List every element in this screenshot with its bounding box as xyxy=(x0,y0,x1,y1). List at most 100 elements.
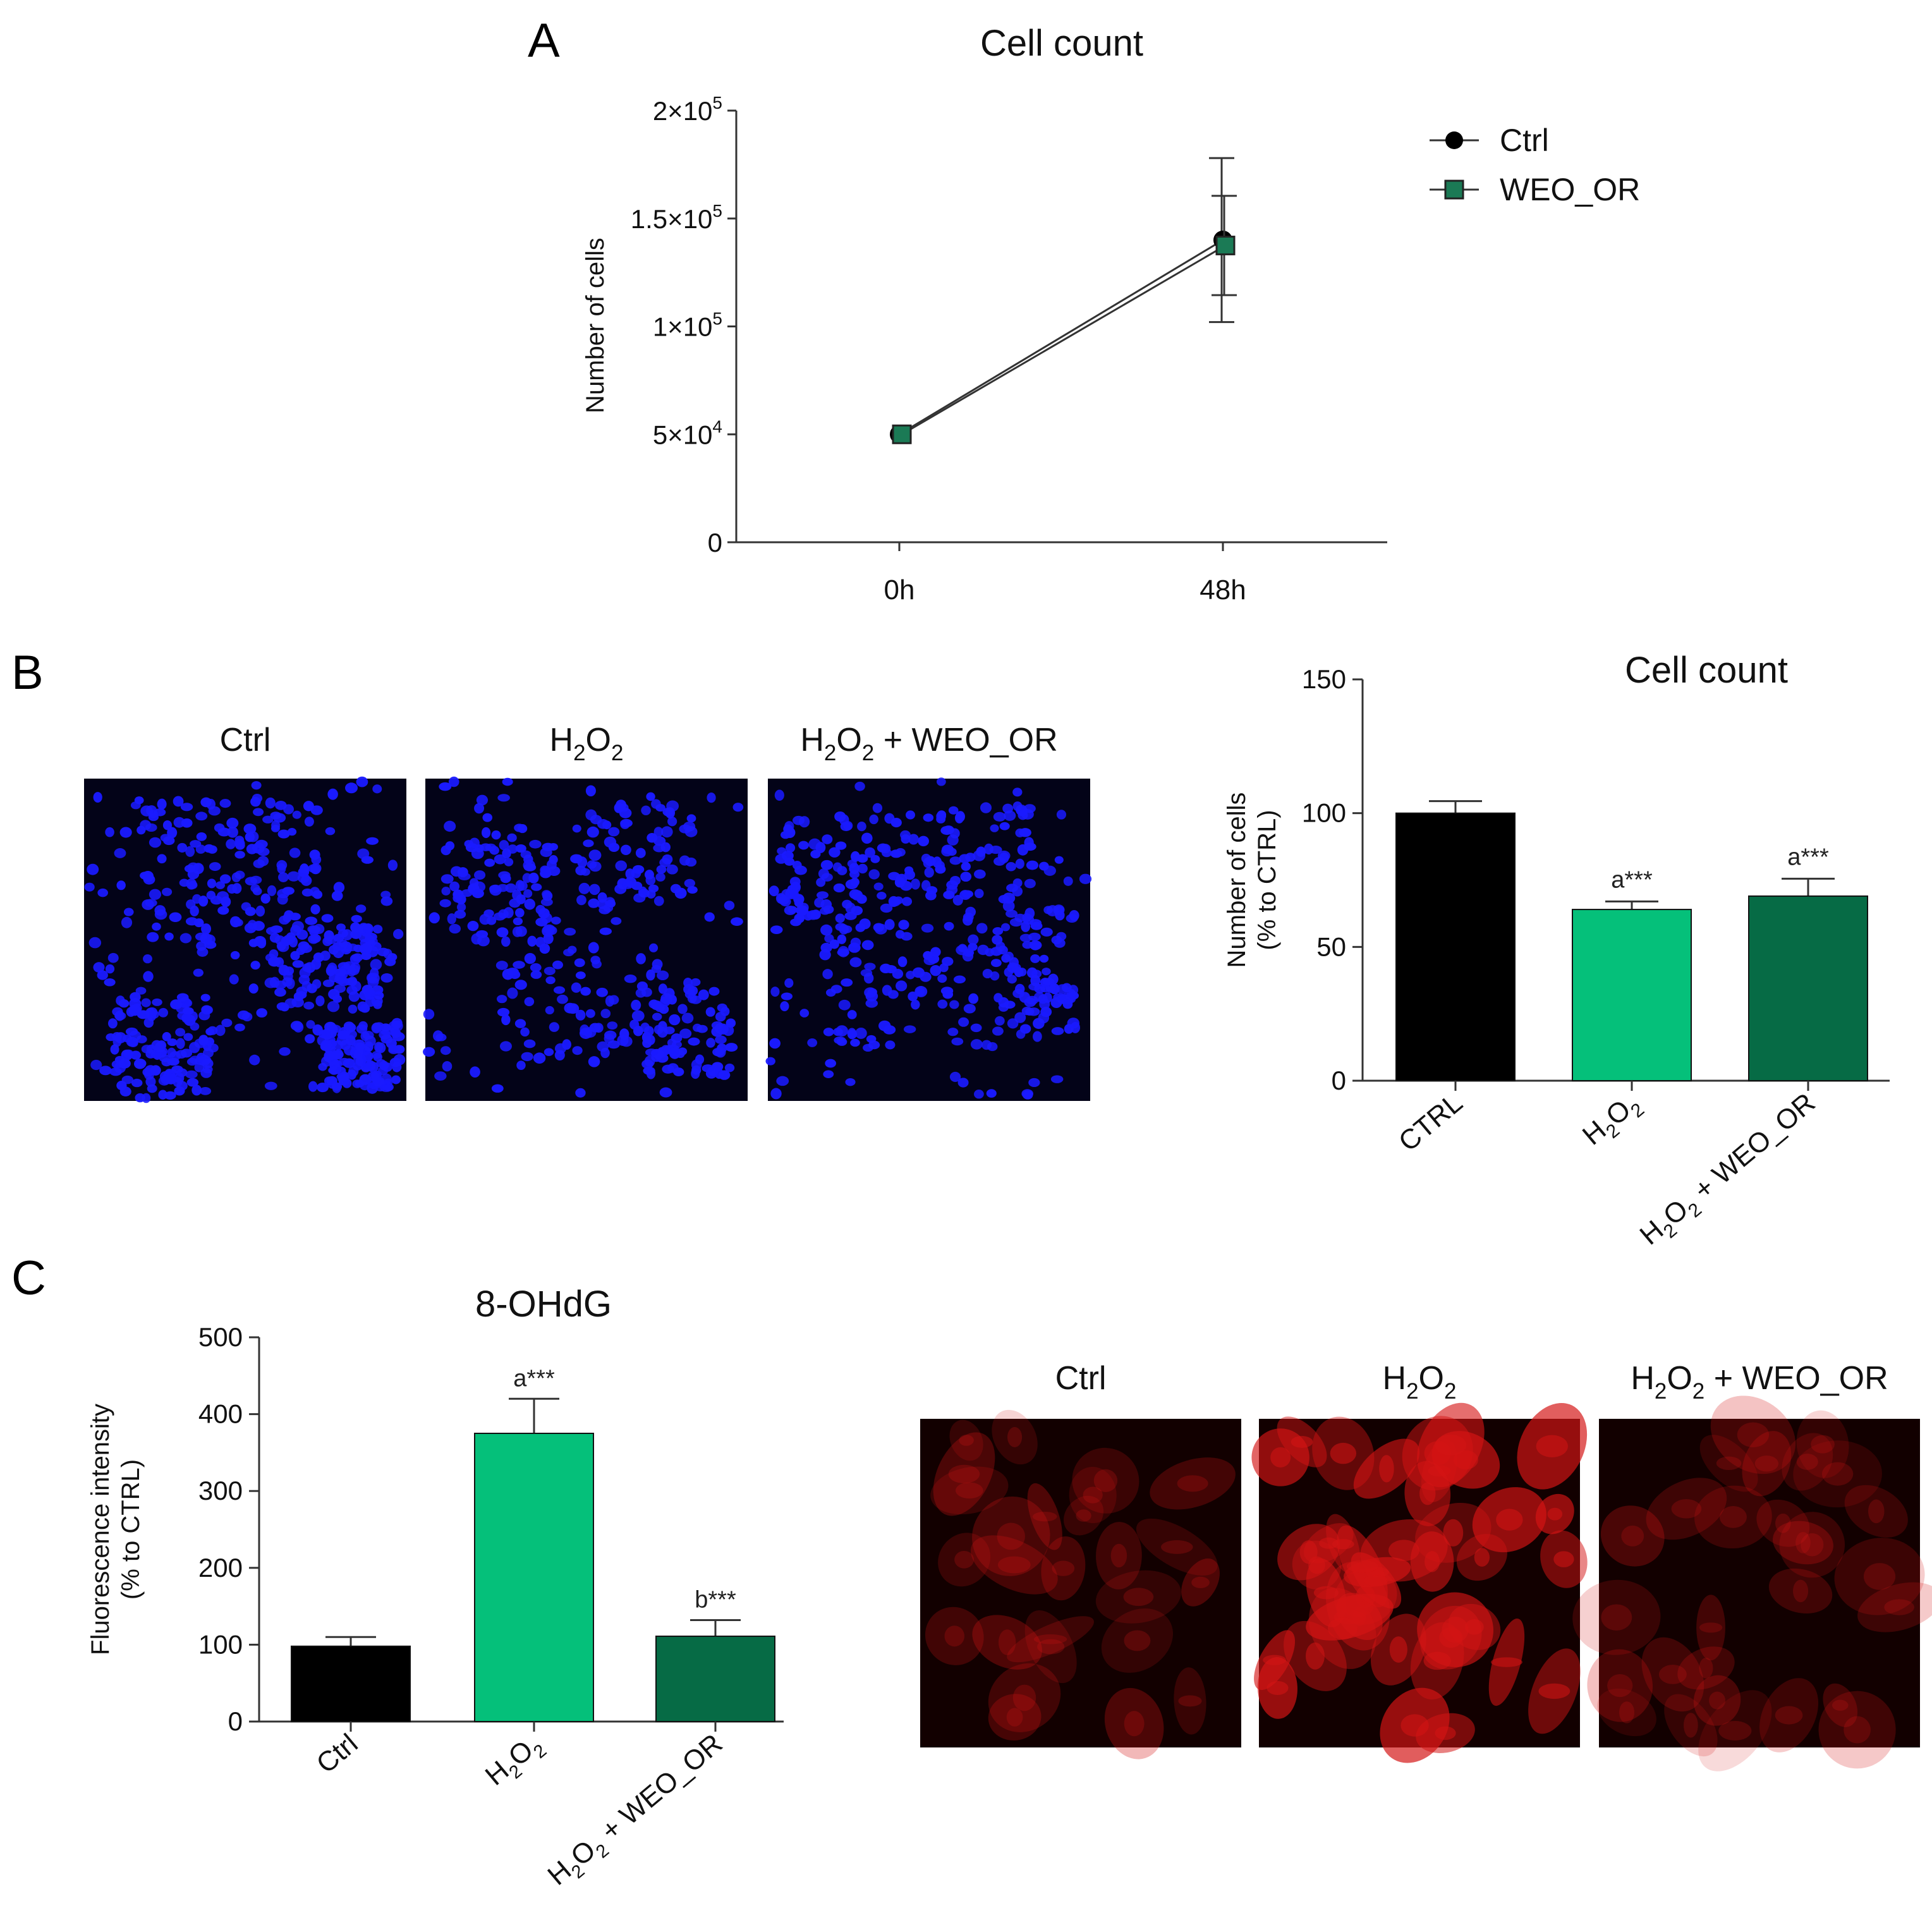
nucleus xyxy=(355,1042,365,1051)
nucleus xyxy=(1009,918,1023,927)
nucleus xyxy=(999,822,1010,830)
nucleus xyxy=(578,882,590,894)
nucleus xyxy=(835,923,847,932)
nucleus xyxy=(137,1010,150,1019)
nucleus xyxy=(253,808,264,817)
nucleus xyxy=(1050,1075,1064,1083)
nucleus xyxy=(136,1035,147,1043)
micrograph-c-label-part: H xyxy=(1383,1360,1407,1397)
chart-a-y-tick-label: 1.5×105 xyxy=(631,201,722,234)
stained-nucleus xyxy=(955,1482,983,1499)
nucleus xyxy=(320,951,331,961)
stained-nucleus xyxy=(1319,1537,1339,1549)
nucleus xyxy=(590,956,600,964)
nucleus xyxy=(1046,905,1059,916)
nucleus xyxy=(1004,967,1013,977)
nucleus xyxy=(731,917,743,926)
nucleus xyxy=(495,961,508,970)
nucleus xyxy=(960,872,972,882)
micrograph-c-label-part: Ctrl xyxy=(1055,1360,1107,1397)
nucleus xyxy=(134,796,144,805)
nucleus xyxy=(657,970,669,981)
nucleus xyxy=(300,875,312,886)
nucleus xyxy=(994,1016,1005,1026)
nucleus xyxy=(980,802,992,813)
nucleus xyxy=(269,933,281,943)
nucleus xyxy=(660,842,671,853)
chart-b-x-tick-label-part: + WEO_OR xyxy=(1682,1087,1821,1210)
nucleus xyxy=(112,1032,122,1042)
nucleus xyxy=(264,977,277,988)
nucleus xyxy=(572,1046,583,1055)
chart-c-y-axis-label-line: (% to CTRL) xyxy=(117,1459,145,1600)
chart-a-legend-label: WEO_OR xyxy=(1500,172,1640,207)
nucleus xyxy=(655,804,665,812)
nucleus xyxy=(930,964,942,976)
chart-c-title: 8-OHdG xyxy=(475,1284,612,1325)
stained-cell xyxy=(1796,1410,1849,1478)
nucleus xyxy=(688,1037,700,1046)
nucleus xyxy=(128,1039,138,1047)
nucleus xyxy=(707,793,716,803)
nucleus xyxy=(864,963,876,971)
nucleus xyxy=(90,1059,102,1071)
nucleus xyxy=(914,986,928,997)
nucleus xyxy=(129,998,142,1009)
nucleus xyxy=(944,921,954,931)
nucleus xyxy=(372,925,383,934)
chart-b-x-tick-label-part: CTRL xyxy=(1393,1087,1469,1157)
nucleus xyxy=(167,1047,176,1058)
nucleus xyxy=(538,908,550,919)
nucleus xyxy=(142,899,154,910)
nucleus xyxy=(219,799,231,808)
nucleus xyxy=(186,899,196,909)
panel-letter-b: B xyxy=(11,646,44,700)
nucleus xyxy=(379,1060,389,1071)
nucleus xyxy=(306,1020,315,1029)
nucleus xyxy=(185,917,198,926)
nucleus xyxy=(865,847,875,858)
nucleus xyxy=(301,888,313,897)
nucleus xyxy=(660,996,671,1007)
nucleus xyxy=(257,938,267,949)
nucleus xyxy=(467,921,479,932)
stained-cell xyxy=(1694,1485,1772,1549)
nucleus xyxy=(668,1047,680,1057)
nucleus xyxy=(724,901,735,911)
nucleus xyxy=(269,949,279,959)
nucleus xyxy=(808,838,822,850)
nucleus xyxy=(581,868,590,876)
nucleus xyxy=(848,942,861,953)
stained-nucleus xyxy=(1389,1636,1407,1663)
nucleus xyxy=(278,964,289,976)
nucleus xyxy=(785,843,796,853)
nucleus xyxy=(494,854,506,865)
nucleus xyxy=(527,935,537,947)
nucleus xyxy=(618,803,629,812)
chart-c-y-axis-label-line: Fluorescence intensity xyxy=(87,1404,114,1655)
nucleus xyxy=(109,1067,122,1076)
chart-a-y-tick-label-exp: 5 xyxy=(712,201,722,221)
nucleus xyxy=(896,873,908,884)
nucleus xyxy=(507,987,518,999)
nucleus xyxy=(976,923,988,934)
nucleus xyxy=(523,1039,536,1048)
micrograph-c-image xyxy=(1572,1395,1932,1771)
nucleus xyxy=(215,1024,226,1036)
nucleus xyxy=(774,789,784,801)
nucleus xyxy=(679,855,690,866)
nucleus xyxy=(334,984,346,993)
nucleus xyxy=(125,1027,138,1036)
nucleus xyxy=(356,776,368,787)
micrograph-c-label: Ctrl xyxy=(1055,1360,1107,1397)
chart-c-x-tick-label-part: Ctrl xyxy=(311,1728,364,1780)
nucleus xyxy=(265,797,276,809)
nucleus xyxy=(712,1047,725,1057)
stained-cell xyxy=(949,1419,983,1461)
chart-c-bar xyxy=(655,1636,775,1722)
nucleus xyxy=(641,805,651,815)
chart-a-y-tick-label-base: 5×10 xyxy=(653,420,713,449)
stained-nucleus xyxy=(1007,1427,1023,1447)
nucleus xyxy=(380,1084,392,1092)
nucleus xyxy=(1005,861,1017,872)
